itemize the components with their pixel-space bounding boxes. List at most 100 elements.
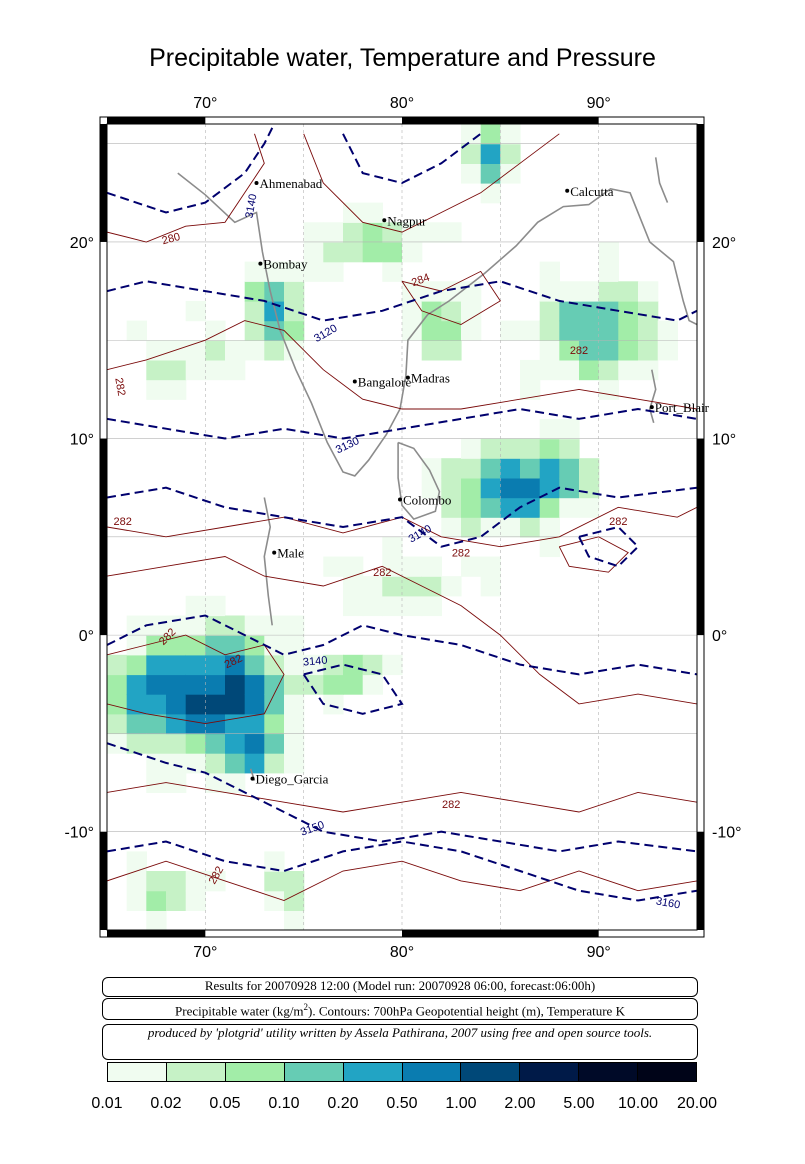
grid-cell — [461, 477, 482, 499]
grid-cell — [559, 438, 580, 459]
grid-cell — [284, 654, 305, 676]
grid-cell — [539, 359, 560, 381]
grid-cell — [461, 320, 482, 341]
grid-cell — [166, 753, 187, 774]
grid-cell — [402, 281, 423, 302]
grid-cell — [166, 733, 187, 754]
grid-cell — [166, 674, 187, 695]
grid-cell — [421, 458, 442, 479]
grid-cell — [244, 340, 265, 361]
grid-cell — [284, 635, 305, 656]
grid-cell — [539, 418, 560, 440]
grid-cell — [559, 458, 580, 479]
grid-cell — [402, 556, 423, 577]
grid-cell — [579, 458, 600, 479]
grid-cell — [500, 458, 521, 479]
grid-cell — [264, 694, 285, 715]
grid-cell — [264, 674, 285, 695]
grid-cell — [126, 320, 147, 341]
grid-cell — [402, 320, 423, 341]
grid-cell — [618, 340, 639, 361]
grid-cell — [441, 320, 462, 341]
grid-cell — [284, 694, 305, 715]
lat-tick-label: -10° — [712, 825, 742, 842]
lat-tick-label: 0° — [712, 628, 727, 645]
geopotential-contour-label: 3140 — [244, 193, 260, 219]
grid-cell — [539, 320, 560, 341]
lon-tick-label: 70° — [193, 944, 217, 961]
grid-cell — [284, 910, 305, 930]
temperature-contour-label: 282 — [373, 567, 391, 579]
grid-cell — [343, 556, 364, 577]
legend-label: 10.00 — [617, 1095, 659, 1112]
grid-cell — [185, 694, 206, 715]
grid-cell — [185, 300, 206, 322]
grid-cell — [264, 320, 285, 341]
grid-cell — [520, 477, 541, 499]
grid-cell — [480, 458, 501, 479]
grid-cell — [343, 674, 364, 695]
grid-cell — [539, 477, 560, 499]
grid-cell — [598, 340, 619, 361]
grid-cell — [244, 281, 265, 302]
grid-cell — [146, 890, 167, 911]
grid-cell — [166, 379, 187, 400]
grid-cell — [126, 871, 147, 892]
temperature-contour-label: 282 — [112, 377, 127, 397]
grid-cell — [402, 242, 423, 263]
grid-cell — [480, 497, 501, 518]
grid-cell — [166, 890, 187, 911]
grid-cell — [461, 517, 482, 538]
grid-cell — [244, 733, 265, 754]
grid-cell — [323, 694, 344, 715]
grid-cell — [244, 654, 265, 676]
grid-cell — [225, 654, 246, 676]
grid-cell — [579, 300, 600, 322]
grid-cell — [205, 674, 226, 695]
grid-cell — [264, 713, 285, 735]
grid-cell — [382, 222, 403, 243]
grid-cell — [284, 300, 305, 322]
city-label: Bangalore — [358, 375, 412, 390]
city-label: Calcutta — [570, 184, 614, 199]
grid-cell — [598, 300, 619, 322]
lat-tick-label: -10° — [64, 825, 94, 842]
grid-cell — [441, 576, 462, 597]
grid-cell — [500, 124, 521, 145]
grid-cell — [559, 477, 580, 499]
grid-cell — [343, 222, 364, 243]
legend-swatch — [579, 1063, 639, 1081]
grid-cell — [244, 753, 265, 774]
geopotential-contour-label: 3160 — [655, 895, 681, 911]
grid-cell — [598, 320, 619, 341]
grid-cell — [618, 320, 639, 341]
grid-cell — [225, 635, 246, 656]
grid-cell — [362, 595, 383, 617]
grid-cell — [185, 713, 206, 735]
grid-cell — [638, 320, 659, 341]
legend-label: 0.50 — [386, 1095, 418, 1112]
grid-cell — [146, 733, 167, 754]
grid-cell — [303, 242, 324, 263]
legend-label: 20.00 — [676, 1095, 718, 1112]
grid-cell — [185, 733, 206, 754]
grid-cell — [146, 615, 167, 636]
grid-cell — [618, 300, 639, 322]
grid-cell — [284, 320, 305, 341]
grid-cell — [205, 359, 226, 381]
grid-cell — [205, 340, 226, 361]
grid-cell — [402, 576, 423, 597]
city-marker: Port_Blair — [649, 400, 710, 415]
grid-cell — [382, 556, 403, 577]
grid-cell — [579, 477, 600, 499]
grid-cell — [480, 143, 501, 164]
city-marker: Nagpur — [382, 213, 427, 228]
grid-cell — [441, 300, 462, 322]
grid-cell — [500, 163, 521, 184]
grid-cell — [559, 497, 580, 518]
grid-cell — [461, 497, 482, 518]
grid-cell — [244, 320, 265, 341]
grid-cell — [107, 694, 128, 715]
grid-cell — [284, 890, 305, 911]
grid-cell — [146, 910, 167, 930]
